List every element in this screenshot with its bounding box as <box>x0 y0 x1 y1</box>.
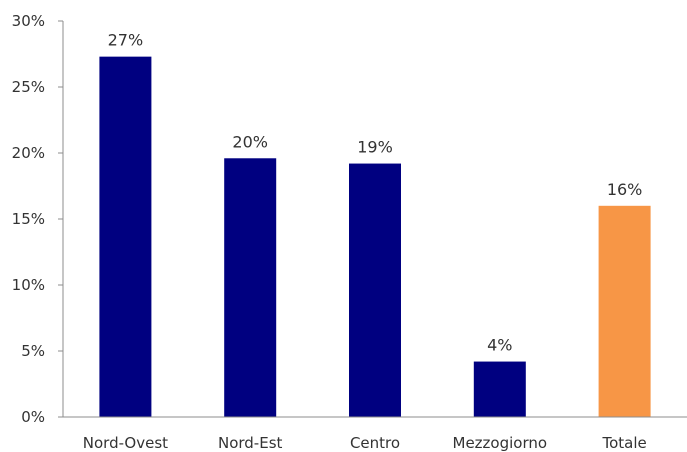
category-label: Nord-Est <box>218 434 283 452</box>
data-label: 20% <box>232 132 268 151</box>
bars <box>99 56 651 417</box>
bar-mezzogiorno <box>473 361 526 417</box>
y-tick-label: 15% <box>12 210 45 228</box>
data-label: 16% <box>607 180 643 199</box>
data-label: 27% <box>108 31 144 50</box>
bar-nord-ovest <box>99 56 152 417</box>
y-tick-label: 20% <box>12 144 45 162</box>
y-tick-label: 25% <box>12 78 45 96</box>
data-label: 19% <box>357 138 393 157</box>
category-label: Mezzogiorno <box>453 434 548 452</box>
y-tick-label: 30% <box>12 12 45 30</box>
bar-centro <box>349 163 401 417</box>
y-axis-ticks: 0% 5% 10% 15% 20% 25% 30% <box>12 12 63 426</box>
bar-totale <box>598 205 651 417</box>
y-tick-label: 0% <box>21 408 45 426</box>
bar-nord-est <box>224 158 277 417</box>
y-tick-label: 10% <box>12 276 45 294</box>
category-label: Totale <box>601 434 646 452</box>
y-tick-label: 5% <box>21 342 45 360</box>
data-label: 4% <box>487 336 512 355</box>
category-label: Centro <box>350 434 400 452</box>
category-labels: Nord-Ovest Nord-Est Centro Mezzogiorno Total… <box>83 434 647 452</box>
data-labels: 27% 20% 19% 4% 16% <box>108 31 643 355</box>
category-label: Nord-Ovest <box>83 434 168 452</box>
